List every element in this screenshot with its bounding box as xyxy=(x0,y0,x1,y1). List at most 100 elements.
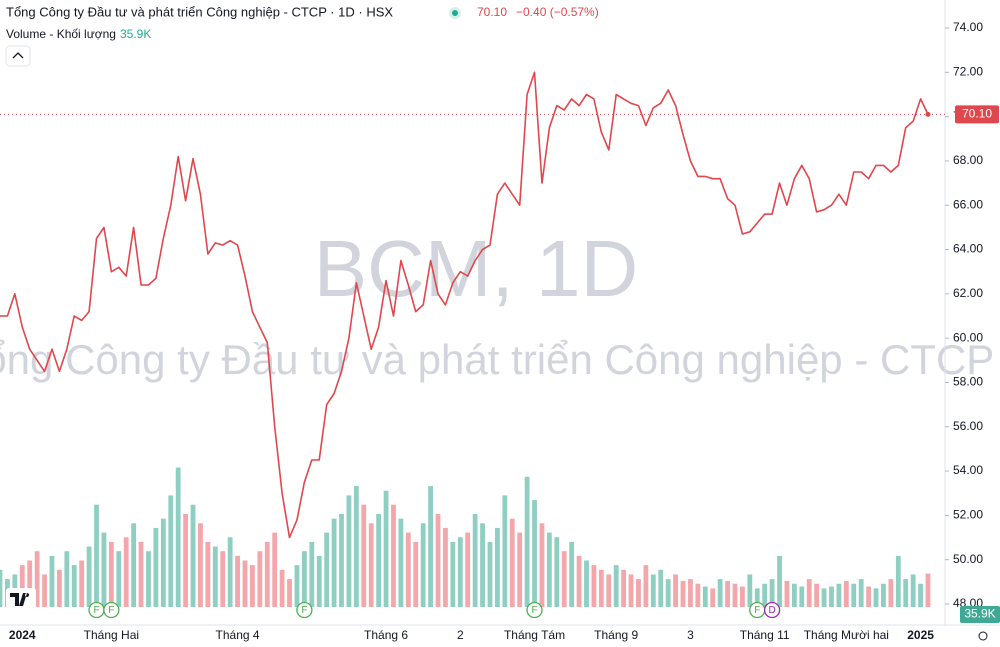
x-tick-label: 2025 xyxy=(907,628,934,642)
volume-bar xyxy=(747,574,753,607)
watermark-symbol: BCM, 1D xyxy=(314,224,639,313)
watermark: BCM, 1D Tổng Công ty Đầu tư và phát triể… xyxy=(0,224,994,383)
chart-title: Tổng Công ty Đầu tư và phát triển Công n… xyxy=(6,4,393,19)
collapse-button[interactable] xyxy=(5,45,31,67)
volume-bar xyxy=(487,541,493,607)
tv-logo xyxy=(6,588,36,610)
volume-bar xyxy=(717,579,723,607)
volume-bar xyxy=(465,532,471,607)
volume-bar xyxy=(650,574,656,607)
volume-bar xyxy=(227,537,233,607)
settings-icon[interactable] xyxy=(978,631,988,641)
volume-bar xyxy=(628,574,634,607)
volume-bar xyxy=(443,527,448,607)
volume-bar xyxy=(829,586,834,607)
volume-bar xyxy=(502,495,508,607)
volume-bar xyxy=(220,551,226,607)
volume-bar xyxy=(740,586,745,607)
volume-bar xyxy=(680,580,686,607)
y-tick-label: 72.00 xyxy=(953,64,983,78)
volume-bar xyxy=(301,551,307,607)
volume-bar xyxy=(101,532,107,607)
volume-bar xyxy=(754,588,760,607)
volume-bar xyxy=(138,541,144,607)
volume-bar xyxy=(272,532,278,607)
volume-bar xyxy=(895,555,901,607)
y-tick-label: 56.00 xyxy=(953,419,983,433)
volume-bar xyxy=(791,583,797,607)
volume-bar xyxy=(495,527,500,607)
volume-bar xyxy=(413,541,419,607)
quote-change: −0.40 (−0.57%) xyxy=(516,5,599,19)
volume-bar xyxy=(509,518,515,607)
volume-bar xyxy=(524,476,530,607)
chevron-icon xyxy=(12,52,24,59)
volume-bar xyxy=(19,565,25,607)
volume-bar xyxy=(866,586,872,607)
volume-bar xyxy=(598,569,604,607)
volume-bar xyxy=(420,523,426,607)
volume-bar xyxy=(361,504,367,607)
event-label: D xyxy=(768,605,775,616)
y-tick-label: 60.00 xyxy=(953,330,983,344)
volume-bar xyxy=(561,551,567,607)
volume-bar xyxy=(257,551,263,607)
volume-bar xyxy=(673,574,678,607)
volume-bar xyxy=(710,588,716,607)
volume-bar xyxy=(198,523,203,607)
volume-bar xyxy=(391,504,396,607)
volume-bar xyxy=(383,490,389,607)
volume-bar xyxy=(242,560,248,607)
volume-badge xyxy=(960,606,1000,623)
price-line xyxy=(0,71,929,539)
event-marker xyxy=(526,601,543,619)
volume-bar xyxy=(539,523,545,607)
volume-bar xyxy=(517,532,523,607)
y-tick-label: 52.00 xyxy=(953,508,983,522)
volume-bar xyxy=(398,518,404,607)
volume-bar xyxy=(27,560,33,607)
volume-bar xyxy=(695,583,701,607)
volume-bar xyxy=(665,579,671,607)
volume-bar xyxy=(881,583,886,607)
volume-bar xyxy=(287,579,292,607)
y-tick-label: 54.00 xyxy=(953,463,983,477)
x-tick-label: Tháng Tám xyxy=(504,628,565,642)
volume-bar xyxy=(279,569,285,607)
volume-bar xyxy=(250,565,255,607)
volume-bar xyxy=(532,500,537,607)
event-label: F xyxy=(301,605,307,616)
event-label: F xyxy=(754,605,760,616)
volume-bar xyxy=(168,495,174,607)
volume-bar xyxy=(34,551,40,607)
volume-bar xyxy=(183,514,188,607)
volume-bar xyxy=(732,583,738,607)
volume-bar xyxy=(918,583,923,607)
last-point xyxy=(925,111,931,117)
volume-bar xyxy=(472,514,478,607)
volume-bar xyxy=(79,560,85,607)
volume-bar xyxy=(762,583,768,607)
volume-bar xyxy=(153,527,159,607)
volume-bar xyxy=(346,495,352,607)
volume-bar xyxy=(584,560,589,607)
volume-bar xyxy=(621,569,627,607)
volume-bar xyxy=(769,579,775,607)
volume-bar xyxy=(294,565,300,607)
volume-bar xyxy=(49,555,55,607)
volume-bar xyxy=(131,523,137,607)
volume-bar xyxy=(903,579,909,607)
y-tick-label: 62.00 xyxy=(953,286,983,300)
event-marker xyxy=(763,601,781,619)
volume-bar xyxy=(309,541,315,607)
y-tick-label: 64.00 xyxy=(953,242,983,256)
volume-bar xyxy=(636,579,641,607)
volume-bar xyxy=(858,579,864,607)
volume-bar xyxy=(264,541,270,607)
volume-bar xyxy=(643,565,649,607)
volume-bar xyxy=(175,467,181,607)
volume-bar xyxy=(450,541,456,607)
volume-bar xyxy=(116,551,122,607)
x-tick-label: Tháng 11 xyxy=(740,628,790,642)
volume-bar xyxy=(212,546,218,607)
